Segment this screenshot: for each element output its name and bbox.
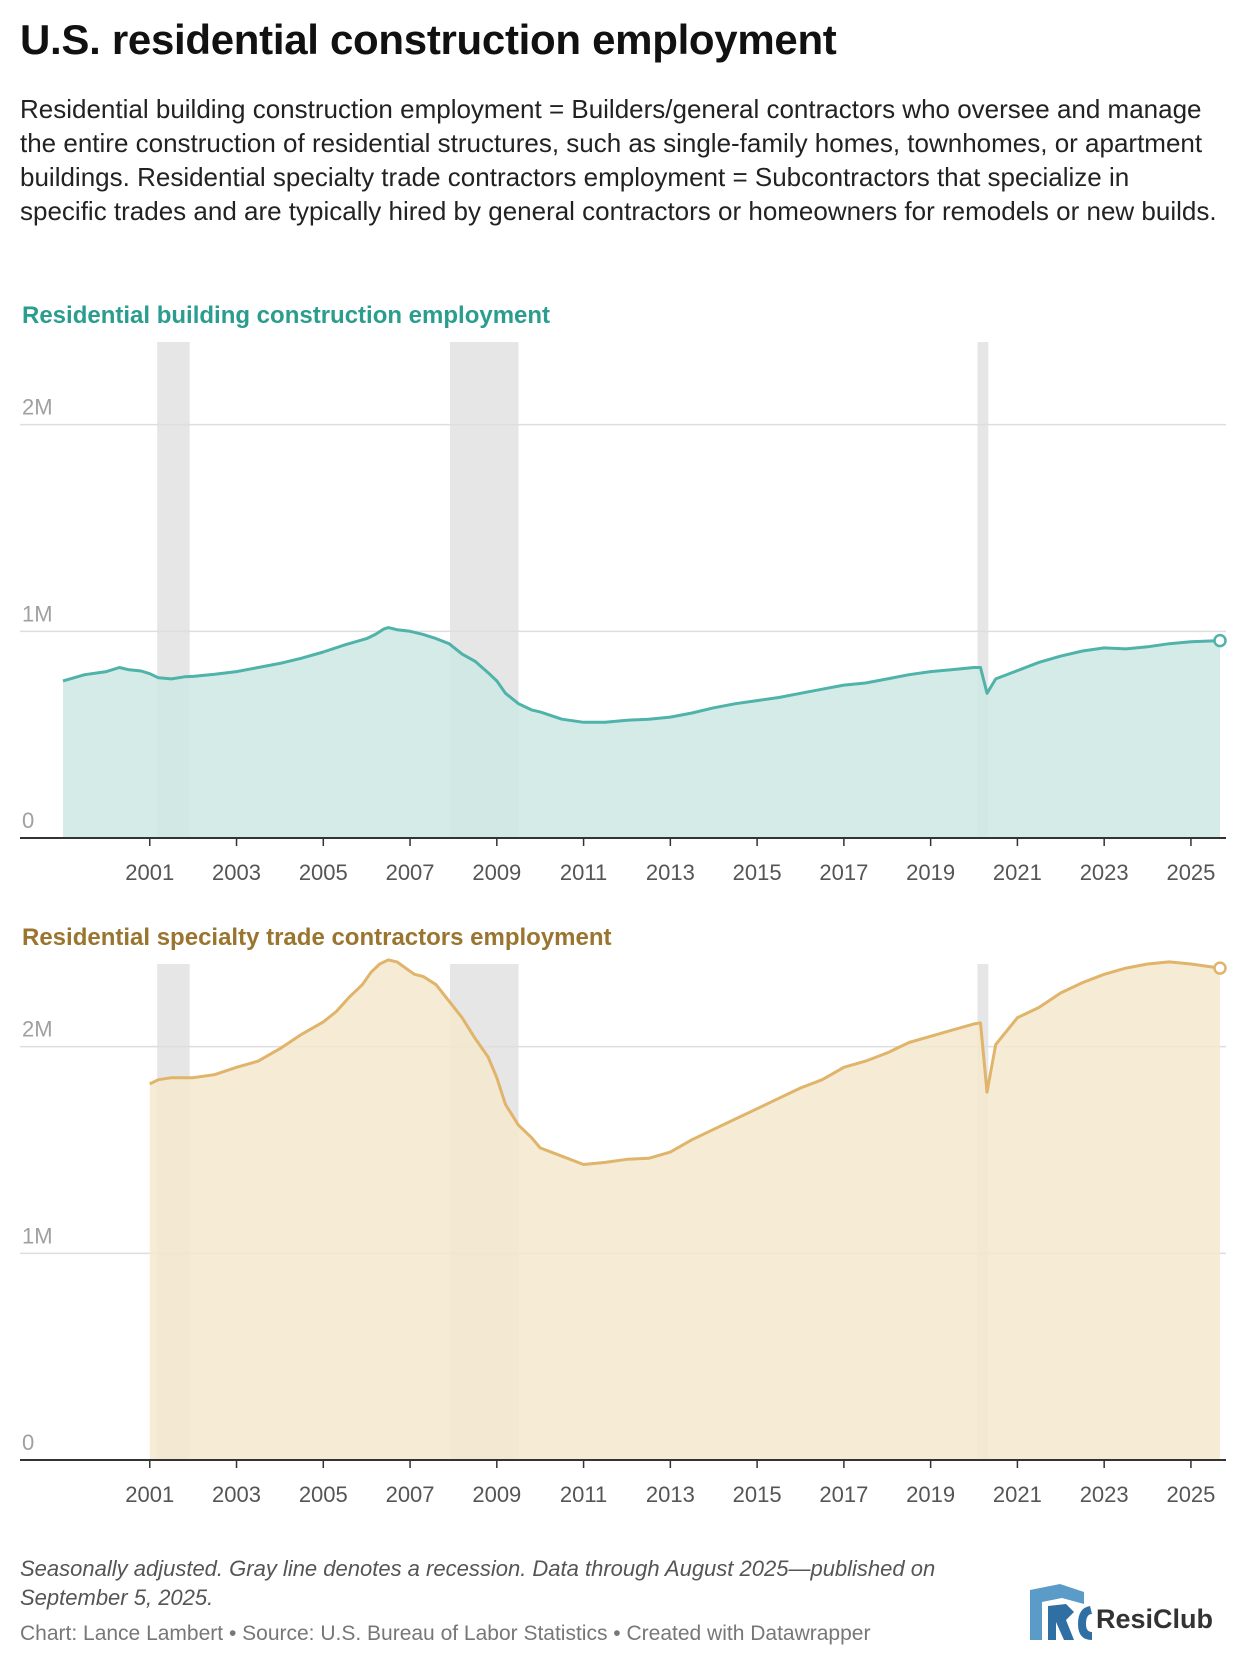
- y-tick-label-1: 1M: [22, 601, 53, 626]
- x-tick-label-2019: 2019: [906, 860, 955, 885]
- chart-title-specialty: Residential specialty trade contractors …: [22, 924, 612, 951]
- series-end-marker: [1213, 961, 1227, 975]
- x-tick-label-2009: 2009: [472, 1482, 521, 1507]
- series-area: [149, 959, 1220, 1460]
- x-tick-label-2021: 2021: [993, 860, 1042, 885]
- x-tick-label-2009: 2009: [472, 860, 521, 885]
- x-tick-label-2007: 2007: [386, 1482, 435, 1507]
- recession-band-2: [977, 342, 989, 838]
- chart-specialty-employment: 0 1M 2M 2001 2003 2005 2007 2009 2011 2013 2015 201…: [20, 958, 1227, 1507]
- footnote: Seasonally adjusted. Gray line denotes a…: [20, 1556, 936, 1610]
- x-tick-label-2001: 2001: [125, 860, 174, 885]
- credits: Chart: Lance Lambert • Source: U.S. Bure…: [20, 1622, 871, 1645]
- series-end-marker: [1213, 633, 1227, 648]
- series-line: [62, 626, 1221, 724]
- chart-title-building: Residential building construction employ…: [22, 302, 551, 329]
- resiclub-logo-icon: [1030, 1584, 1092, 1640]
- y-tick-label-0: 0: [22, 808, 34, 833]
- y-tick-label-0: 0: [22, 1430, 34, 1455]
- x-tick-label-2013: 2013: [646, 1482, 695, 1507]
- x-tick-label-2011: 2011: [560, 860, 607, 885]
- x-tick-label-2001: 2001: [125, 1482, 174, 1507]
- x-tick-label-2003: 2003: [212, 1482, 261, 1507]
- y-tick-label-2: 2M: [22, 395, 53, 420]
- x-tick-label-2021: 2021: [993, 1482, 1042, 1507]
- x-tick-label-2017: 2017: [819, 860, 868, 885]
- x-tick-label-2007: 2007: [386, 860, 435, 885]
- page-subtitle: Residential building construction employ…: [20, 94, 1217, 226]
- x-tick-label-2015: 2015: [733, 860, 782, 885]
- chart-building-employment: 0 1M 2M 2001 2003 2005 2007 2009 2011 2013 2015 201…: [20, 342, 1227, 885]
- x-tick-label-2025: 2025: [1166, 1482, 1215, 1507]
- x-tick-label-2005: 2005: [299, 860, 348, 885]
- x-tick-label-2015: 2015: [733, 1482, 782, 1507]
- y-tick-label-1: 1M: [22, 1223, 53, 1248]
- resiclub-logo-text: ResiClub: [1096, 1604, 1214, 1634]
- page-title: U.S. residential construction employment: [20, 16, 837, 63]
- x-tick-label-2005: 2005: [299, 1482, 348, 1507]
- x-tick-label-2025: 2025: [1166, 860, 1215, 885]
- x-tick-label-2023: 2023: [1080, 1482, 1129, 1507]
- series-line: [149, 958, 1221, 1166]
- series-area: [63, 627, 1220, 838]
- x-tick-label-2017: 2017: [819, 1482, 868, 1507]
- y-tick-label-2: 2M: [22, 1017, 53, 1042]
- x-tick-label-2013: 2013: [646, 860, 695, 885]
- x-tick-label-2023: 2023: [1080, 860, 1129, 885]
- x-tick-label-2019: 2019: [906, 1482, 955, 1507]
- x-tick-label-2011: 2011: [560, 1482, 607, 1507]
- x-tick-label-2003: 2003: [212, 860, 261, 885]
